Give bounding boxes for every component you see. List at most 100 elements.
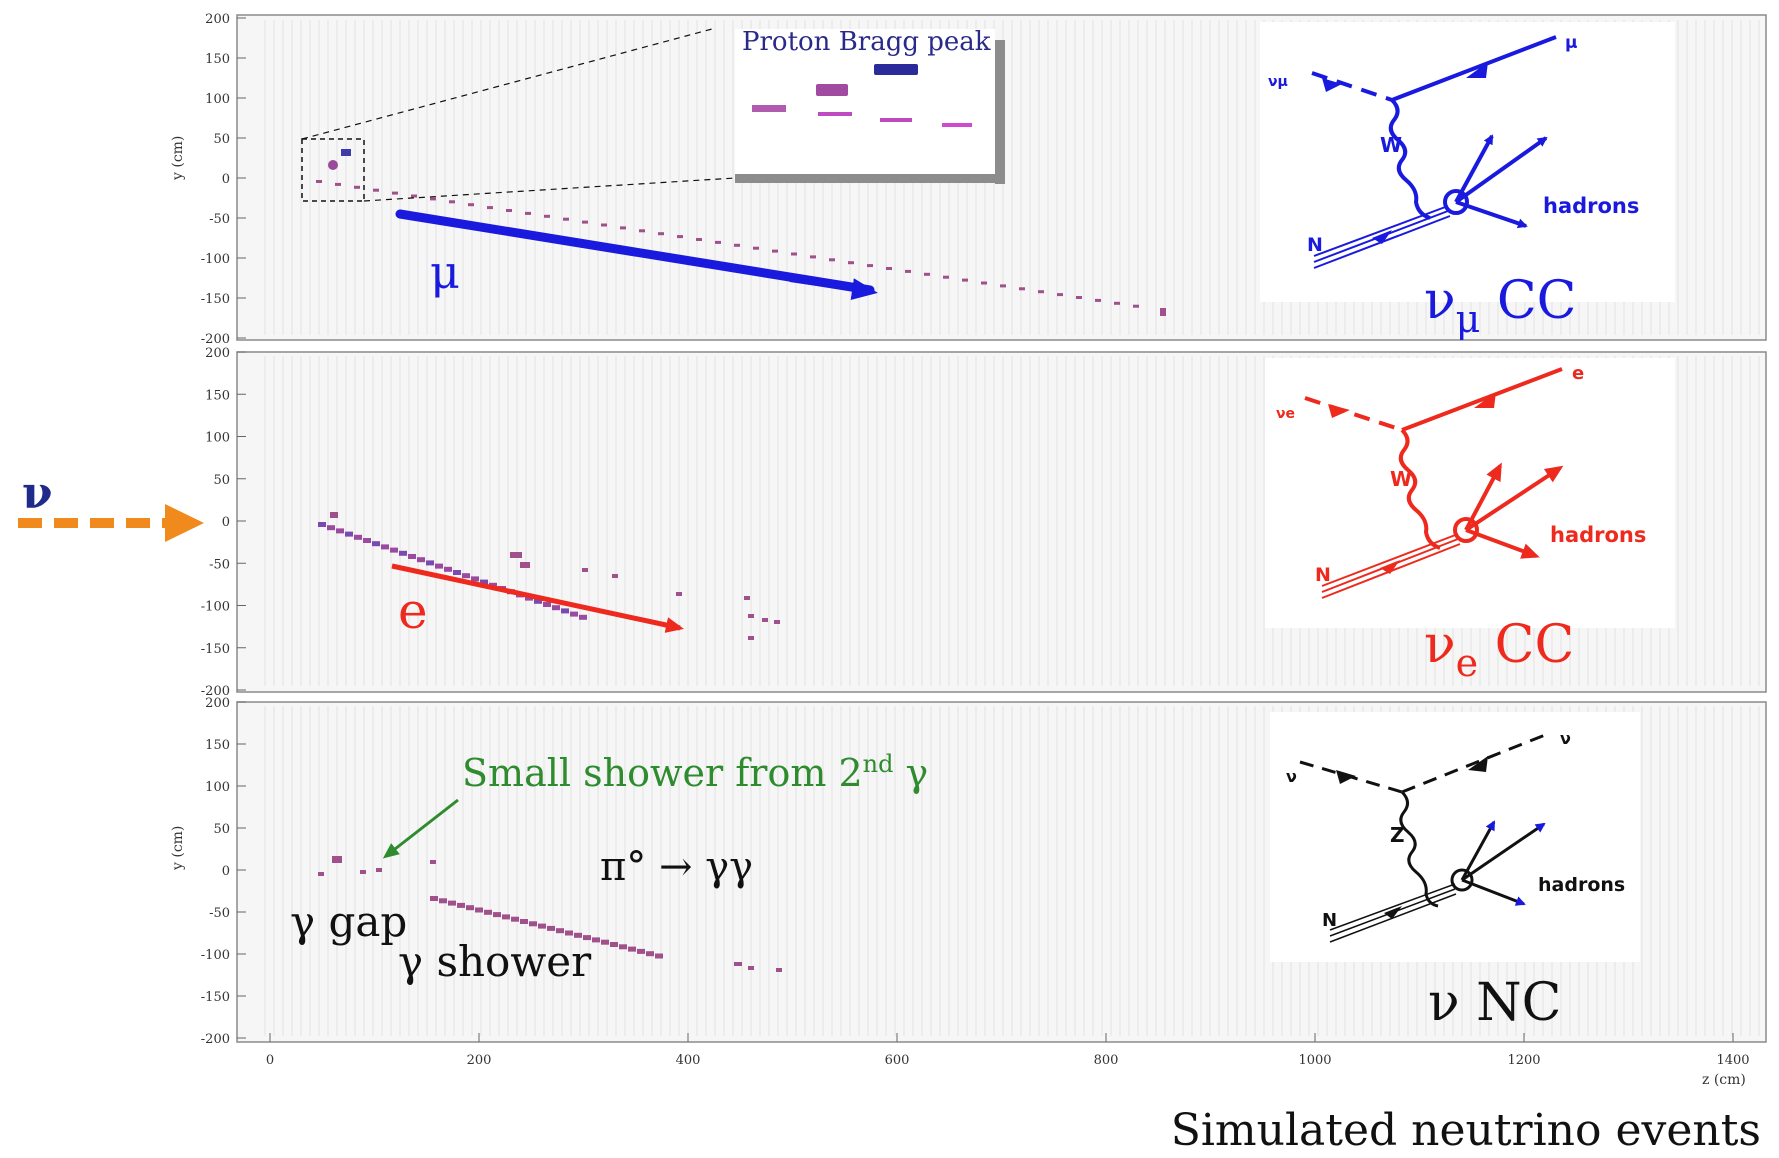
detector-hit <box>426 560 434 566</box>
detector-hit <box>582 220 588 224</box>
y-tick-label: 200 <box>205 346 230 361</box>
detector-hit <box>579 614 587 620</box>
detector-hit <box>430 860 436 864</box>
detector-hit <box>360 870 366 874</box>
inset-shadow <box>995 40 1005 184</box>
detector-hit <box>1160 308 1166 316</box>
detector-hit <box>583 935 591 941</box>
track-label-muon: μ <box>430 245 460 299</box>
detector-hit <box>525 595 533 601</box>
detector-hit <box>493 912 501 918</box>
muon-arrow <box>789 278 878 300</box>
detector-hit <box>592 937 600 943</box>
vertex-hit <box>341 149 351 156</box>
y-tick-label: 200 <box>205 12 230 27</box>
detector-hit <box>475 907 483 913</box>
x-tick-label: 400 <box>676 1053 701 1068</box>
detector-hit <box>748 636 754 640</box>
outgoing-neutrino-line <box>1401 731 1551 794</box>
y-tick-label: 150 <box>205 388 230 403</box>
detector-hit <box>335 182 341 186</box>
detector-hit <box>547 925 555 931</box>
y-tick-label: -50 <box>209 557 230 572</box>
detector-hit <box>753 246 759 250</box>
y-tick-label: 150 <box>205 738 230 753</box>
detector-hit <box>772 249 778 253</box>
y-tick-label: -150 <box>201 990 230 1005</box>
diagram-in-label: νe <box>1276 406 1295 422</box>
detector-hit <box>565 930 573 936</box>
zoom-line <box>363 177 736 202</box>
detector-hit <box>620 226 626 230</box>
arrow-head-icon <box>1380 560 1400 574</box>
detector-hit <box>466 905 474 911</box>
diagram-hadrons-label: hadrons <box>1543 194 1639 218</box>
detector-hit <box>462 573 470 579</box>
y-tick-label: -100 <box>201 600 230 615</box>
y-tick-label: 0 <box>222 864 230 879</box>
panel-nue-cc: 200 150 100 50 0 -50 -100 -150 -200 e νe e W had… <box>201 346 1767 699</box>
detector-hit <box>372 541 380 547</box>
detector-hit <box>619 944 627 950</box>
detector-hit <box>484 909 492 915</box>
arrow-head-icon <box>1384 906 1402 919</box>
muon-track <box>395 209 875 295</box>
detector-hit <box>376 868 382 872</box>
y-tick-label: 200 <box>205 696 230 711</box>
detector-hit <box>444 566 452 572</box>
detector-hit <box>1076 296 1082 299</box>
detector-hit <box>924 272 930 276</box>
detector-hit <box>556 928 564 934</box>
bragg-hit <box>942 123 972 127</box>
detector-hit <box>506 209 512 212</box>
diagram-nucleon-label: N <box>1315 564 1331 586</box>
y-tick-label: 100 <box>205 431 230 446</box>
diagram-background <box>1265 358 1675 628</box>
outgoing-lepton-line <box>1391 35 1557 102</box>
diagram-background <box>1270 712 1640 962</box>
y-tick-label: 100 <box>205 92 230 107</box>
diagram-boson-label: W <box>1390 467 1412 491</box>
hadron-line <box>1454 136 1548 204</box>
y-tick-label: 150 <box>205 52 230 67</box>
detector-hit <box>373 188 379 192</box>
zoom-box <box>301 138 365 202</box>
decay-label: π° → γγ <box>600 844 753 890</box>
incoming-neutrino-label: ν <box>22 468 53 519</box>
detector-hit <box>637 948 645 954</box>
x-tick-label: 1000 <box>1298 1053 1331 1068</box>
detector-hit <box>774 620 780 624</box>
y-tick-label: -150 <box>201 292 230 307</box>
event-label-nue-cc: νe CC <box>1424 615 1574 685</box>
feynman-diagram-nu-nc: ν ν Z hadrons N <box>1270 712 1640 962</box>
boson-wavy-line <box>1398 428 1441 550</box>
detector-hit <box>534 598 542 604</box>
detector-hit <box>886 267 892 270</box>
y-tick-label: -50 <box>209 906 230 921</box>
diagram-out-label: e <box>1572 363 1584 384</box>
gamma-shower-label: γ shower <box>398 937 592 986</box>
x-axis-title: z (cm) <box>1702 1072 1746 1088</box>
detector-hit <box>582 568 588 572</box>
proton-track <box>316 180 1166 316</box>
outgoing-lepton-line <box>1401 367 1563 432</box>
detector-hit <box>748 966 754 970</box>
diagram-in-label: νμ <box>1268 74 1288 90</box>
y-axis-ticks: 200 150 100 50 0 -50 -100 -150 -200 <box>201 696 246 1047</box>
y-tick-label: 0 <box>222 515 230 530</box>
detector-hit <box>538 923 546 929</box>
detector-hit <box>354 185 360 189</box>
detector-hit <box>677 235 683 239</box>
feynman-diagram-nue-cc: νe e W hadrons N <box>1265 358 1675 628</box>
incoming-neutrino: ν <box>18 468 204 542</box>
detector-hit <box>829 258 835 262</box>
hadron-line <box>1465 528 1540 559</box>
detector-hit <box>1057 293 1063 297</box>
detector-hit <box>905 269 911 273</box>
diagram-hadrons-label: hadrons <box>1538 874 1625 896</box>
x-tick-label: 1200 <box>1507 1053 1540 1068</box>
gamma-gap-label: γ gap <box>290 897 407 946</box>
detector-hit <box>453 570 461 575</box>
diagram-boson-label: Z <box>1390 823 1405 847</box>
